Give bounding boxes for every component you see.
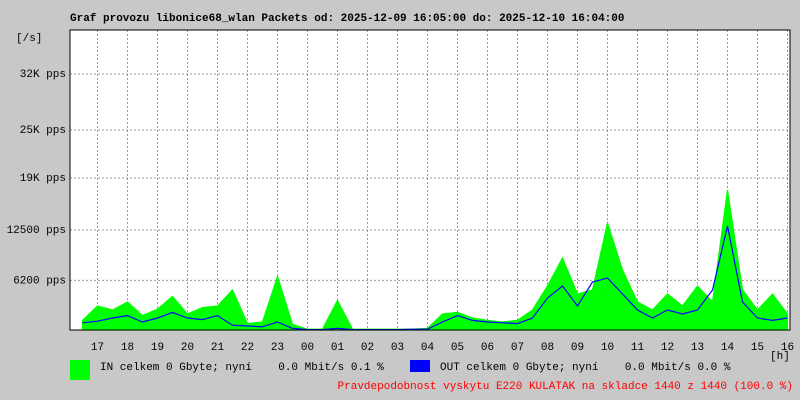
plot-frame — [69, 29, 791, 331]
y-tick-label: 19K pps — [20, 173, 66, 185]
x-tick-label: 21 — [211, 342, 225, 354]
x-tick-label: 19 — [151, 342, 164, 354]
x-tick-label: 17 — [91, 342, 104, 354]
legend-swatch — [70, 360, 90, 380]
x-tick-label: 12 — [661, 342, 674, 354]
x-tick-label: 06 — [481, 342, 494, 354]
legend-label: OUT celkem 0 Gbyte; nyní 0.0 Mbit/s 0.0 … — [440, 362, 731, 374]
y-tick-label: 25K pps — [20, 125, 66, 137]
x-tick-label: 16 — [781, 342, 794, 354]
legend-label: IN celkem 0 Gbyte; nyní 0.0 Mbit/s 0.1 % — [100, 362, 384, 374]
x-tick-label: 07 — [511, 342, 524, 354]
x-tick-label: 20 — [181, 342, 194, 354]
x-tick-label: 03 — [391, 342, 404, 354]
x-tick-label: 10 — [601, 342, 614, 354]
x-tick-label: 18 — [121, 342, 134, 354]
x-tick-label: 09 — [571, 342, 584, 354]
x-tick-label: 11 — [631, 342, 645, 354]
plot-area — [70, 30, 790, 330]
x-tick-label: 05 — [451, 342, 464, 354]
x-tick-label: 00 — [301, 342, 314, 354]
x-unit: [h] — [770, 351, 790, 363]
x-tick-label: 08 — [541, 342, 554, 354]
y-unit: [/s] — [16, 33, 42, 45]
series-line — [82, 225, 788, 331]
y-tick-label: 12500 pps — [7, 225, 66, 237]
x-tick-label: 23 — [271, 342, 284, 354]
x-tick-label: 13 — [691, 342, 704, 354]
y-tick-label: 6200 pps — [13, 275, 66, 287]
x-tick-label: 04 — [421, 342, 435, 354]
chart-title: Graf provozu libonice68_wlan Packets od:… — [70, 13, 625, 25]
annotation: Pravdepodobnost vyskytu E220 KULATAK na … — [338, 381, 793, 393]
y-tick-label: 32K pps — [20, 69, 66, 81]
x-tick-label: 15 — [751, 342, 764, 354]
legend-swatch — [410, 360, 430, 372]
x-tick-label: 22 — [241, 342, 254, 354]
x-tick-label: 02 — [361, 342, 374, 354]
x-tick-label: 01 — [331, 342, 345, 354]
x-tick-label: 14 — [721, 342, 735, 354]
